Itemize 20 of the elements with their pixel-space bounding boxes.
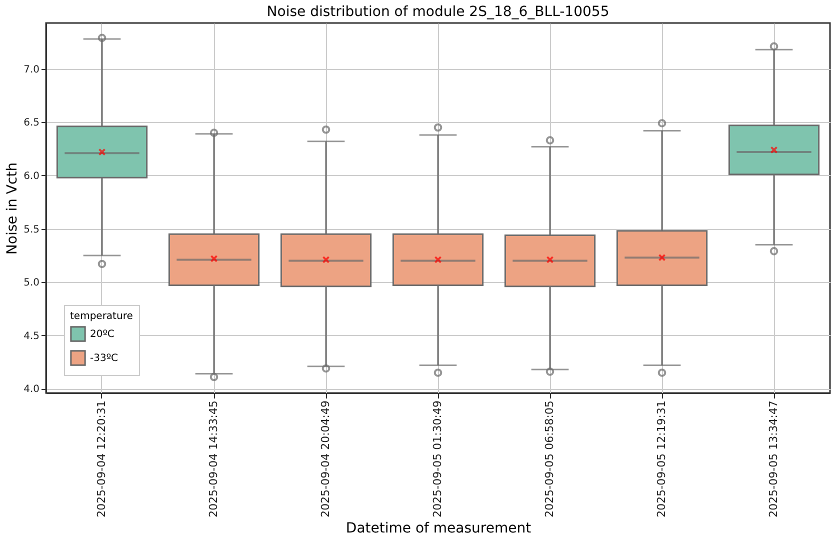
x-tick-label: 2025-09-05 12:19:31 bbox=[655, 400, 668, 518]
y-tick-label: 5.5 bbox=[24, 224, 40, 236]
x-tick-label: 2025-09-04 20:04:49 bbox=[319, 400, 332, 518]
chart-title: Noise distribution of module 2S_18_6_BLL-10055 bbox=[266, 4, 610, 20]
y-tick-label: 7.0 bbox=[24, 64, 40, 76]
y-tick-label: 6.5 bbox=[24, 118, 40, 129]
y-tick-label: 4.0 bbox=[24, 384, 40, 396]
x-tick-label: 2025-09-04 14:33:45 bbox=[207, 400, 220, 518]
y-tick-label: 6.0 bbox=[24, 170, 40, 182]
x-tick-label: 2025-09-05 01:30:49 bbox=[431, 400, 444, 518]
y-axis-title: Noise in Vcth bbox=[4, 162, 21, 255]
x-axis-title: Datetime of measurement bbox=[346, 520, 532, 536]
y-tick-label: 5.0 bbox=[24, 278, 40, 289]
y-tick-label: 4.5 bbox=[24, 330, 40, 342]
x-tick-label: 2025-09-05 13:34:47 bbox=[767, 400, 780, 518]
x-tick-label: 2025-09-04 12:20:31 bbox=[95, 400, 108, 518]
legend-title: temperature bbox=[70, 311, 133, 322]
legend-label: -33ºC bbox=[90, 353, 118, 364]
x-tick-label: 2025-09-05 06:58:05 bbox=[543, 400, 556, 518]
legend-label: 20ºC bbox=[90, 329, 114, 340]
